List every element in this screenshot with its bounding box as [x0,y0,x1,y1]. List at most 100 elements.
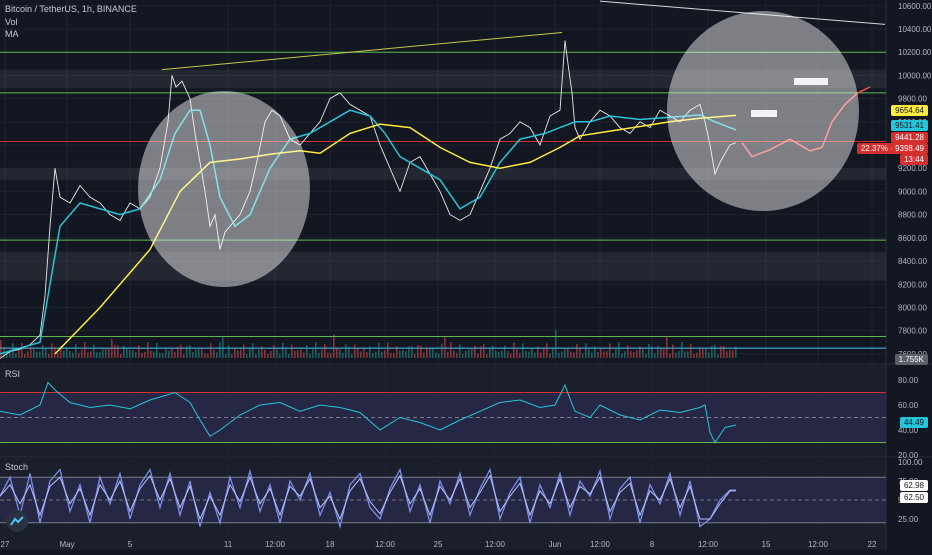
volume-bar [24,353,26,358]
volume-bar [600,347,602,358]
volume-bar [696,352,698,358]
projection-box [751,110,777,117]
volume-bar [726,351,728,358]
volume-bar [441,343,443,358]
volume-bar [735,346,737,358]
volume-bar [39,351,41,358]
x-tick-label: 12:00 [698,540,719,549]
volume-bar [279,353,281,358]
volume-bar [66,348,68,358]
volume-bar [405,351,407,358]
volume-bar [603,351,605,358]
volume-bar [609,343,611,358]
volume-bar [228,345,230,358]
x-tick-label: May [59,540,74,549]
volume-bar [189,345,191,358]
volume-bar [690,343,692,358]
volume-bar [63,350,65,358]
volume-bar [462,353,464,358]
volume-bar [0,340,2,358]
volume-bar [111,339,113,358]
x-tick-label: 12:00 [265,540,286,549]
volume-bar [267,353,269,358]
volume-bar [414,353,416,358]
volume-bar [618,342,620,358]
volume-bar [336,347,338,358]
volume-bar [6,352,8,358]
volume-bar [330,353,332,358]
symbol-title[interactable]: Bitcoin / TetherUS, 1h, BINANCE [5,4,137,14]
volume-bar [528,351,530,358]
volume-bar [324,343,326,358]
volume-bar [153,351,155,358]
volume-bar [642,347,644,358]
volume-bar [141,352,143,358]
volume-bar [321,349,323,358]
volume-bar [549,353,551,358]
volume-bar [639,346,641,358]
volume-bar [192,352,194,358]
volume-bar [438,353,440,358]
x-tick-label: 27 [1,540,10,549]
volume-bar [96,352,98,358]
x-tick-label: 15 [762,540,771,549]
volume-bar [564,347,566,358]
volume-bar [309,353,311,358]
series-rsi [0,381,737,444]
volume-bar [108,347,110,358]
volume-bar [252,343,254,358]
rsi-tick-label: 60.00 [898,401,919,410]
volume-bar [378,342,380,358]
volume-bar [531,347,533,358]
volume-bar [669,353,671,358]
ma-indicator-label[interactable]: MA [5,29,19,39]
y-tick-label: 10200.00 [898,48,932,57]
volume-bar [561,351,563,358]
volume-bar [582,353,584,358]
volume-bar [507,351,509,358]
volume-bar [381,351,383,358]
series-ma_slow [54,114,737,355]
volume-bar [195,349,197,358]
volume-bar [48,353,50,358]
volume-bar [291,344,293,358]
volume-bar [732,350,734,358]
y-tick-label: 8800.00 [898,211,927,220]
volume-bar [723,346,725,358]
volume-bar [459,344,461,358]
volume-bar [204,353,206,358]
volume-bar [42,344,44,358]
volume-bar [519,352,521,358]
y-tick-label: 7800.00 [898,327,927,336]
volume-bar [342,352,344,358]
volume-bar [132,350,134,358]
stoch-pane-label[interactable]: Stoch [5,462,29,472]
volume-bar [705,347,707,358]
volume-bar [510,353,512,358]
series-ma_fast [0,109,737,355]
volume-bar [285,348,287,358]
app-logo [6,510,28,532]
volume-bar [222,336,224,358]
volume-bar [636,350,638,358]
y-tick-label: 10400.00 [898,25,932,34]
volume-bar [366,352,368,358]
volume-bar [273,345,275,358]
volume-bar [699,348,701,358]
volume-bar [258,349,260,358]
volume-bar [105,347,107,358]
volume-bar [93,344,95,358]
volume-bar [540,352,542,358]
volume-bar [660,348,662,358]
volume-bar [720,345,722,358]
volume-bar [78,352,80,358]
volume-bar [138,345,140,358]
volume-bar [375,351,377,358]
rsi-pane-label[interactable]: RSI [5,369,21,379]
volume-bar [297,350,299,358]
volume-indicator-label[interactable]: Vol [5,17,18,27]
volume-bar [546,343,548,358]
volume-bar [186,346,188,358]
volume-bar [201,347,203,358]
